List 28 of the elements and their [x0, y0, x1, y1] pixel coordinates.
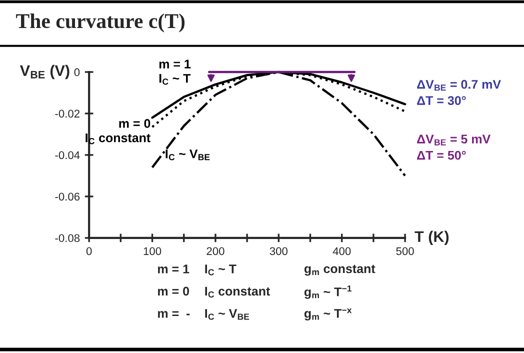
x-tick-label: 400 [332, 247, 351, 256]
y-tick-label: 0 [74, 68, 80, 76]
x-tick-label: 300 [270, 247, 288, 256]
x-tick-label: 500 [396, 247, 414, 256]
line-series [151, 70, 406, 177]
text: I$_{C}$ ~ T [205, 264, 236, 276]
text: m = 1 [158, 264, 190, 274]
chart-title: The curvature c(T) [16, 14, 185, 32]
x-axis-title: T (K) [414, 230, 449, 246]
text: I$_{C}$ ~ V$_{BE}$ [205, 309, 250, 320]
text: g$_{m}$ constant [304, 264, 376, 276]
x-tick-label: 200 [206, 247, 224, 256]
x-tick-label: 100 [144, 247, 162, 256]
x-tick-label: 0 [86, 247, 92, 256]
series-label: I$_{C}$ ~ V$_{BE}$ [166, 150, 210, 160]
text: m = - [158, 311, 190, 318]
y-tick-label: -0.06 [55, 192, 80, 201]
series-label: m = 1 I$_{C}$ ~ T [159, 60, 191, 85]
y-axis-title: V$_{BE}$ (V) [20, 64, 70, 80]
text: m = 0 [158, 286, 189, 296]
y-tick-label: -0.08 [55, 234, 80, 242]
text: ΔV$_{BE}$ = 5 mV ΔT = 50° [417, 134, 491, 160]
y-tick-label: -0.02 [55, 110, 80, 118]
y-tick-label: -0.04 [55, 151, 80, 160]
text: ΔV$_{BE}$ = 0.7 mV ΔT = 30° [417, 80, 501, 106]
text: g$_{m}$ ~ T$^{−1}$ [304, 286, 352, 299]
text: I$_{C}$ constant [205, 286, 270, 298]
text: g$_{m}$ ~ T$^{−x}$ [304, 308, 352, 320]
